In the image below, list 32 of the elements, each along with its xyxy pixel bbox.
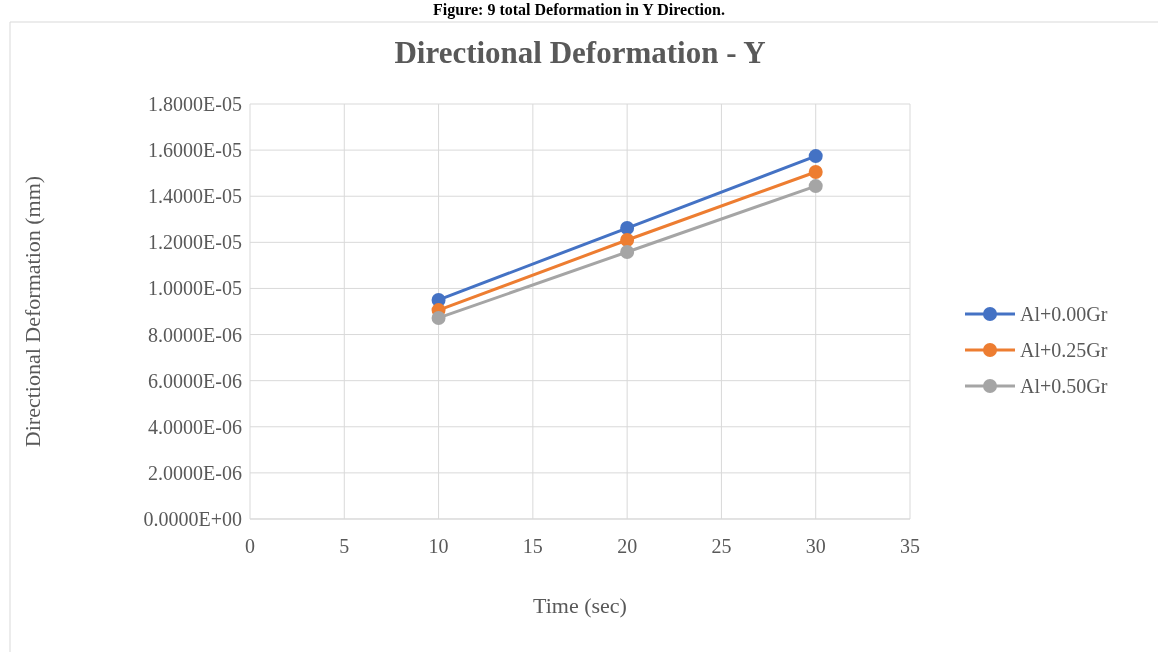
y-tick-label: 6.0000E-06 <box>148 369 242 392</box>
legend-label: Al+0.00Gr <box>1020 303 1108 325</box>
x-tick-label: 35 <box>900 535 920 557</box>
y-tick-label: 1.6000E-05 <box>148 139 242 162</box>
y-tick-label: 1.4000E-05 <box>148 185 242 208</box>
y-tick-label: 0.0000E+00 <box>143 508 242 530</box>
legend-label: Al+0.50Gr <box>1020 375 1108 397</box>
point <box>431 310 446 325</box>
chart-title: Directional Deformation - Y <box>394 35 766 70</box>
x-tick-label: 15 <box>522 535 543 557</box>
x-tick-label: 25 <box>711 535 732 557</box>
y-tick-label: 2.0000E-06 <box>148 461 242 484</box>
x-tick-label: 5 <box>339 535 350 557</box>
point <box>620 221 635 236</box>
point <box>620 245 635 260</box>
point <box>808 179 823 194</box>
y-tick-label: 1.8000E-05 <box>148 93 242 115</box>
x-tick-label: 10 <box>428 535 449 557</box>
x-tick-label: 0 <box>245 535 255 557</box>
x-tick-label: 20 <box>617 535 638 557</box>
y-tick-label: 4.0000E-06 <box>148 415 242 438</box>
legend-label: Al+0.25Gr <box>1020 339 1108 361</box>
y-tick-label: 8.0000E-06 <box>148 323 242 346</box>
point <box>808 149 823 164</box>
point <box>808 165 823 180</box>
y-axis-title: Directional Deformation (mm) <box>20 175 45 448</box>
y-tick-label: 1.2000E-05 <box>148 231 242 254</box>
text: Figure: 9 total Deformation in Y Direction. <box>433 1 725 19</box>
point <box>620 233 635 248</box>
x-tick-label: 30 <box>805 535 826 557</box>
x-axis-title: Time (sec) <box>533 593 627 618</box>
y-tick-label: 1.0000E-05 <box>148 277 242 300</box>
